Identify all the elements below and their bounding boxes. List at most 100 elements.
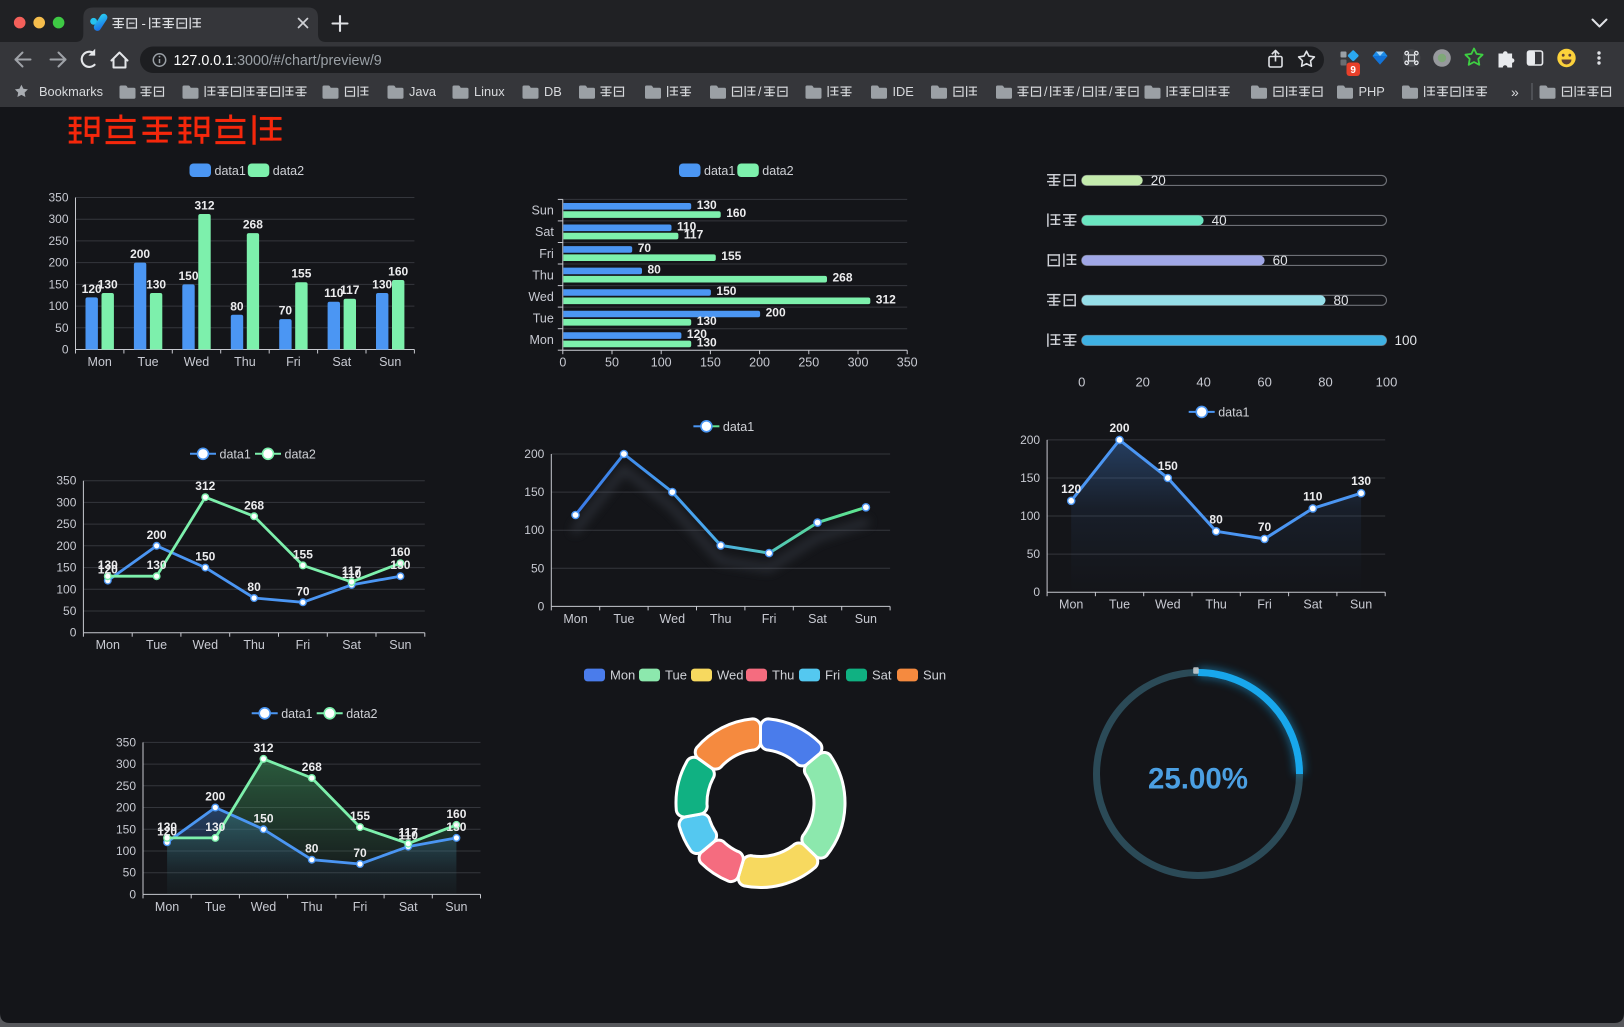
svg-text:312: 312	[194, 199, 214, 213]
svg-text:127.0.0.1:3000/#/chart/preview: 127.0.0.1:3000/#/chart/preview/9	[174, 53, 382, 69]
svg-text:Linux: Linux	[474, 84, 505, 99]
svg-text:110: 110	[1303, 489, 1323, 503]
svg-text:80: 80	[648, 262, 662, 276]
svg-text:Sun: Sun	[532, 204, 554, 218]
svg-text:200: 200	[749, 356, 770, 370]
svg-text:130: 130	[390, 558, 410, 572]
svg-text:/: /	[1077, 85, 1081, 99]
svg-text:Java: Java	[409, 84, 437, 99]
svg-text:120: 120	[82, 282, 102, 296]
svg-text:Sun: Sun	[379, 355, 401, 369]
svg-text:100: 100	[116, 844, 136, 858]
svg-text:130: 130	[98, 558, 118, 572]
svg-text:Mon: Mon	[563, 612, 587, 626]
svg-text:100: 100	[1020, 509, 1040, 523]
svg-text:Sat: Sat	[1303, 598, 1322, 612]
svg-text:Fri: Fri	[762, 612, 777, 626]
svg-text:0: 0	[1078, 375, 1085, 390]
svg-text:60: 60	[1257, 375, 1271, 390]
svg-text:130: 130	[157, 820, 177, 834]
svg-text:Sun: Sun	[445, 900, 467, 914]
svg-text:200: 200	[766, 306, 786, 320]
svg-text:70: 70	[279, 304, 293, 318]
svg-text:/: /	[1109, 85, 1113, 99]
svg-text:110: 110	[342, 567, 362, 581]
svg-text:117: 117	[684, 228, 704, 242]
svg-text:150: 150	[716, 284, 736, 298]
svg-text:20: 20	[1135, 375, 1149, 390]
svg-text:200: 200	[48, 256, 68, 270]
svg-text:120: 120	[687, 327, 707, 341]
svg-text:130: 130	[1351, 474, 1371, 488]
svg-text:Tue: Tue	[665, 668, 687, 683]
svg-text:Thu: Thu	[532, 268, 554, 282]
svg-text:20: 20	[1151, 173, 1166, 188]
svg-text:Tue: Tue	[613, 612, 634, 626]
svg-text:data2: data2	[273, 164, 304, 178]
svg-text:40: 40	[1196, 375, 1210, 390]
svg-text:268: 268	[243, 218, 263, 232]
svg-text:268: 268	[302, 760, 322, 774]
svg-text:150: 150	[178, 269, 198, 283]
svg-text:312: 312	[253, 741, 273, 755]
svg-text:data1: data1	[220, 447, 251, 461]
svg-text:250: 250	[798, 356, 819, 370]
svg-text:110: 110	[677, 219, 697, 233]
svg-text:Mon: Mon	[529, 333, 553, 347]
svg-text:0: 0	[62, 343, 69, 357]
svg-text:160: 160	[390, 545, 410, 559]
svg-text:Thu: Thu	[710, 612, 732, 626]
svg-text:50: 50	[63, 604, 77, 618]
svg-text:250: 250	[56, 517, 76, 531]
svg-text:150: 150	[1158, 459, 1178, 473]
svg-text:200: 200	[147, 528, 167, 542]
svg-text:268: 268	[833, 271, 853, 285]
svg-text:100: 100	[48, 299, 68, 313]
svg-text:-: -	[142, 16, 146, 31]
svg-text:312: 312	[195, 479, 215, 493]
svg-text:117: 117	[340, 283, 360, 297]
svg-text:70: 70	[296, 584, 310, 598]
svg-text:200: 200	[1109, 421, 1129, 435]
svg-text:data1: data1	[723, 420, 754, 434]
svg-text:130: 130	[372, 278, 392, 292]
svg-text:0: 0	[1033, 585, 1040, 599]
svg-text:155: 155	[293, 547, 313, 561]
svg-text:150: 150	[700, 356, 721, 370]
svg-text:Tue: Tue	[533, 311, 554, 325]
svg-text:80: 80	[247, 580, 261, 594]
svg-text:Tue: Tue	[1109, 598, 1130, 612]
svg-text:Sat: Sat	[808, 612, 827, 626]
svg-text:Wed: Wed	[184, 355, 210, 369]
svg-text:350: 350	[48, 191, 68, 205]
svg-text:130: 130	[446, 820, 466, 834]
svg-text:data1: data1	[281, 707, 312, 721]
svg-text:350: 350	[56, 474, 76, 488]
svg-text:50: 50	[55, 321, 69, 335]
svg-text:200: 200	[205, 790, 225, 804]
svg-text:/: /	[1044, 85, 1048, 99]
svg-text:Mon: Mon	[610, 668, 635, 683]
svg-text:80: 80	[1318, 375, 1332, 390]
svg-text:0: 0	[129, 887, 136, 901]
svg-text:100: 100	[56, 582, 76, 596]
svg-text:200: 200	[524, 447, 544, 461]
svg-text:Thu: Thu	[1205, 598, 1227, 612]
svg-text:200: 200	[1020, 433, 1040, 447]
svg-text:70: 70	[638, 241, 652, 255]
svg-text:120: 120	[157, 824, 177, 838]
svg-text:Thu: Thu	[772, 668, 794, 683]
svg-text:data1: data1	[215, 164, 246, 178]
svg-text:Sun: Sun	[923, 668, 946, 683]
svg-text:Sat: Sat	[872, 668, 892, 683]
svg-text:130: 130	[146, 278, 166, 292]
svg-text:Sat: Sat	[535, 225, 554, 239]
svg-text:80: 80	[230, 299, 244, 313]
svg-text:130: 130	[697, 314, 717, 328]
svg-text:Tue: Tue	[146, 638, 167, 652]
svg-text:130: 130	[98, 278, 118, 292]
svg-text:100: 100	[1376, 375, 1398, 390]
svg-text:300: 300	[848, 356, 869, 370]
svg-text:DB: DB	[544, 84, 562, 99]
svg-text:Sun: Sun	[855, 612, 877, 626]
